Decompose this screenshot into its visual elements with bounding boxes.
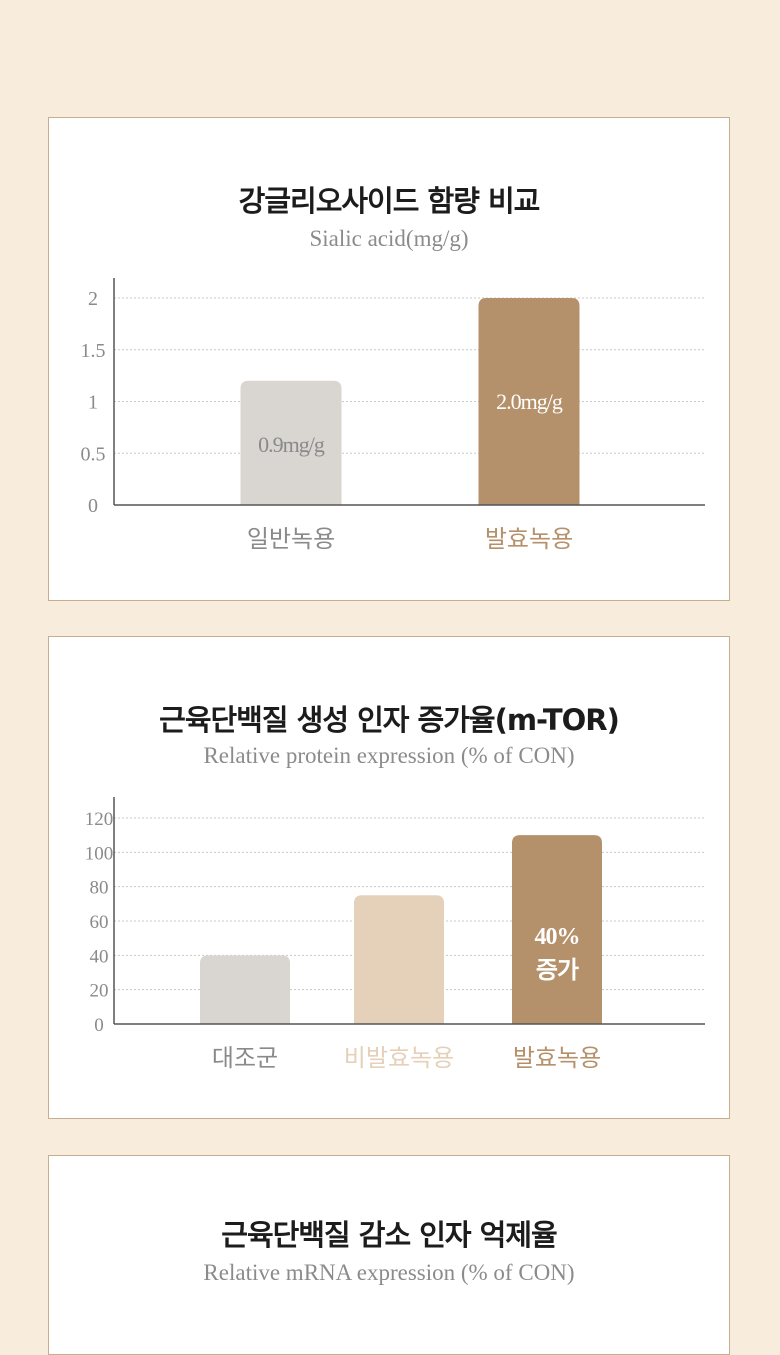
chart-subtitle: Relative protein expression (% of CON) xyxy=(203,743,575,768)
y-tick-label: 60 xyxy=(90,912,109,933)
y-tick-label: 20 xyxy=(90,981,109,1002)
bar-value-label: 40% xyxy=(535,924,580,950)
bar xyxy=(354,895,444,1024)
chart-title: 근육단백질 감소 인자 억제율 xyxy=(221,1218,557,1252)
x-category-label: 발효녹용 xyxy=(513,1044,601,1072)
y-tick-label: 120 xyxy=(85,809,114,830)
chart-subtitle: Relative mRNA expression (% of CON) xyxy=(203,1260,575,1285)
chart-card-inhibition: 근육단백질 감소 인자 억제율 Relative mRNA expression… xyxy=(48,1155,730,1355)
bar-value-label: 증가 xyxy=(536,957,579,984)
chart-card-mtor: 근육단백질 생성 인자 증가율(m-TOR) Relative protein … xyxy=(48,636,730,1119)
chart-ganglioside: 2 1.5 1 0.5 0 0.9mg/g 일반녹용 2.0mg/g 발효녹용 xyxy=(81,278,705,553)
bar xyxy=(478,298,580,505)
bar-value-label: 0.9mg/g xyxy=(258,432,325,457)
chart-title: 강글리오사이드 함량 비교 xyxy=(238,184,541,218)
y-tick-label: 100 xyxy=(85,843,114,864)
y-tick-label: 80 xyxy=(90,878,109,899)
y-tick-label: 2 xyxy=(88,288,98,310)
x-category-label: 대조군 xyxy=(212,1044,278,1072)
y-tick-label: 0.5 xyxy=(81,443,106,465)
y-tick-label: 40 xyxy=(90,946,109,967)
bar xyxy=(200,955,290,1024)
y-tick-label: 1.5 xyxy=(81,340,106,362)
y-tick-label: 0 xyxy=(94,1015,104,1036)
chart-subtitle: Sialic acid(mg/g) xyxy=(309,226,469,251)
chart-title: 근육단백질 생성 인자 증가율(m-TOR) xyxy=(159,703,620,737)
y-tick-label: 1 xyxy=(88,392,98,414)
y-tick-label: 0 xyxy=(88,495,98,517)
bar xyxy=(240,380,342,505)
x-category-label: 비발효녹용 xyxy=(344,1044,454,1072)
bar-value-label: 2.0mg/g xyxy=(496,389,563,414)
chart-card-ganglioside: 강글리오사이드 함량 비교 Sialic acid(mg/g) 2 1.5 1 0.5… xyxy=(48,117,730,601)
x-category-label: 발효녹용 xyxy=(485,525,573,553)
bar xyxy=(512,835,602,1024)
x-category-label: 일반녹용 xyxy=(247,525,335,553)
